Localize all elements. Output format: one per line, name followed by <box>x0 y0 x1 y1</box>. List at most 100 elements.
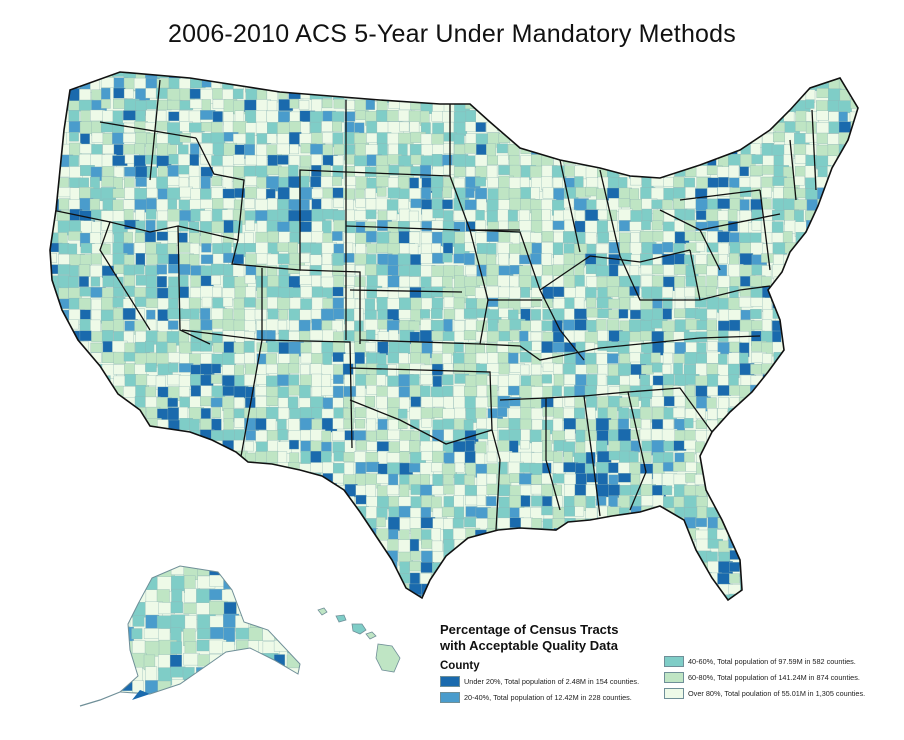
county-cell <box>827 540 838 555</box>
county-cell <box>826 254 840 267</box>
county-cell <box>333 98 346 109</box>
county-cell <box>273 601 292 619</box>
county-cell <box>200 495 211 508</box>
county-cell <box>120 576 134 593</box>
county-cell <box>739 473 752 489</box>
county-cell <box>113 550 127 561</box>
county-cell <box>168 111 180 122</box>
county-cell <box>794 263 810 275</box>
county-cell <box>509 540 520 552</box>
county-cell <box>298 397 311 409</box>
county-cell <box>432 88 446 105</box>
county-cell <box>146 166 157 178</box>
county-cell <box>640 72 654 82</box>
county-cell <box>618 198 630 208</box>
county-cell <box>816 384 830 397</box>
county-cell <box>112 430 123 442</box>
county-cell <box>619 384 631 395</box>
county-cell <box>58 562 73 573</box>
county-cell <box>595 253 607 267</box>
county-cell <box>310 528 325 540</box>
county-cell <box>420 155 434 166</box>
county-cell <box>584 143 598 159</box>
county-cell <box>794 77 809 88</box>
county-cell <box>68 397 79 410</box>
county-cell <box>277 517 293 533</box>
county-cell <box>343 518 357 533</box>
county-cell <box>553 540 569 552</box>
county-cell <box>729 496 742 512</box>
county-cell <box>519 89 535 103</box>
county-cell <box>630 517 641 527</box>
county-cell <box>167 529 178 542</box>
county-cell <box>662 154 674 170</box>
county-cell <box>465 78 476 89</box>
county-cell <box>663 72 678 80</box>
county-cell <box>261 667 280 680</box>
county-cell <box>212 111 223 123</box>
county-cell <box>298 100 310 110</box>
county-cell <box>342 78 355 94</box>
county-cell <box>674 287 686 300</box>
county-cell <box>102 518 116 531</box>
county-cell <box>78 264 90 277</box>
county-cell <box>816 110 829 121</box>
county-cell <box>862 506 872 518</box>
county-cell <box>520 78 534 92</box>
county-cell <box>706 88 716 102</box>
county-cell <box>221 485 234 497</box>
county-cell <box>541 539 555 550</box>
county-cell <box>586 88 599 100</box>
county-cell <box>265 78 277 91</box>
county-cell <box>762 386 775 400</box>
county-cell <box>827 452 842 463</box>
county-cell <box>50 142 63 154</box>
county-cell <box>300 594 312 600</box>
county-cell <box>828 221 840 236</box>
county-cell <box>652 584 667 600</box>
county-cell <box>179 72 190 76</box>
county-cell <box>223 540 238 550</box>
legend-swatch <box>440 692 460 703</box>
county-cell <box>860 264 875 276</box>
county-cell <box>50 407 57 419</box>
county-cell <box>80 363 91 374</box>
county-cell <box>826 319 843 333</box>
county-cell <box>838 166 853 178</box>
county-cell <box>497 484 511 497</box>
county-cell <box>816 551 832 567</box>
county-cell <box>806 364 821 380</box>
county-cell <box>706 473 719 486</box>
county-cell <box>255 451 269 464</box>
county-cell <box>850 518 858 530</box>
county-cell <box>123 209 134 222</box>
county-cell <box>50 320 61 335</box>
county-cell <box>695 100 711 115</box>
county-cell <box>376 176 390 187</box>
county-cell <box>376 374 386 386</box>
county-cell <box>122 551 138 562</box>
county-cell <box>850 384 858 398</box>
county-cell <box>839 243 851 258</box>
county-cell <box>563 89 577 102</box>
county-cell <box>134 484 148 495</box>
county-cell <box>816 329 831 342</box>
county-cell <box>299 518 315 531</box>
county-cell <box>355 198 366 208</box>
county-cell <box>113 440 128 450</box>
county-cell <box>50 100 59 116</box>
county-cell <box>266 133 277 144</box>
county-cell <box>409 72 424 80</box>
county-cell <box>420 562 434 573</box>
county-cell <box>740 440 755 455</box>
county-cell <box>618 111 631 127</box>
county-cell <box>289 439 299 450</box>
county-cell <box>343 418 354 430</box>
county-cell <box>344 583 360 595</box>
county-cell <box>695 331 708 343</box>
county-cell <box>167 397 178 408</box>
county-cell <box>50 441 60 457</box>
county-cell <box>91 517 105 530</box>
county-cell <box>728 154 741 168</box>
county-cell <box>475 396 489 410</box>
